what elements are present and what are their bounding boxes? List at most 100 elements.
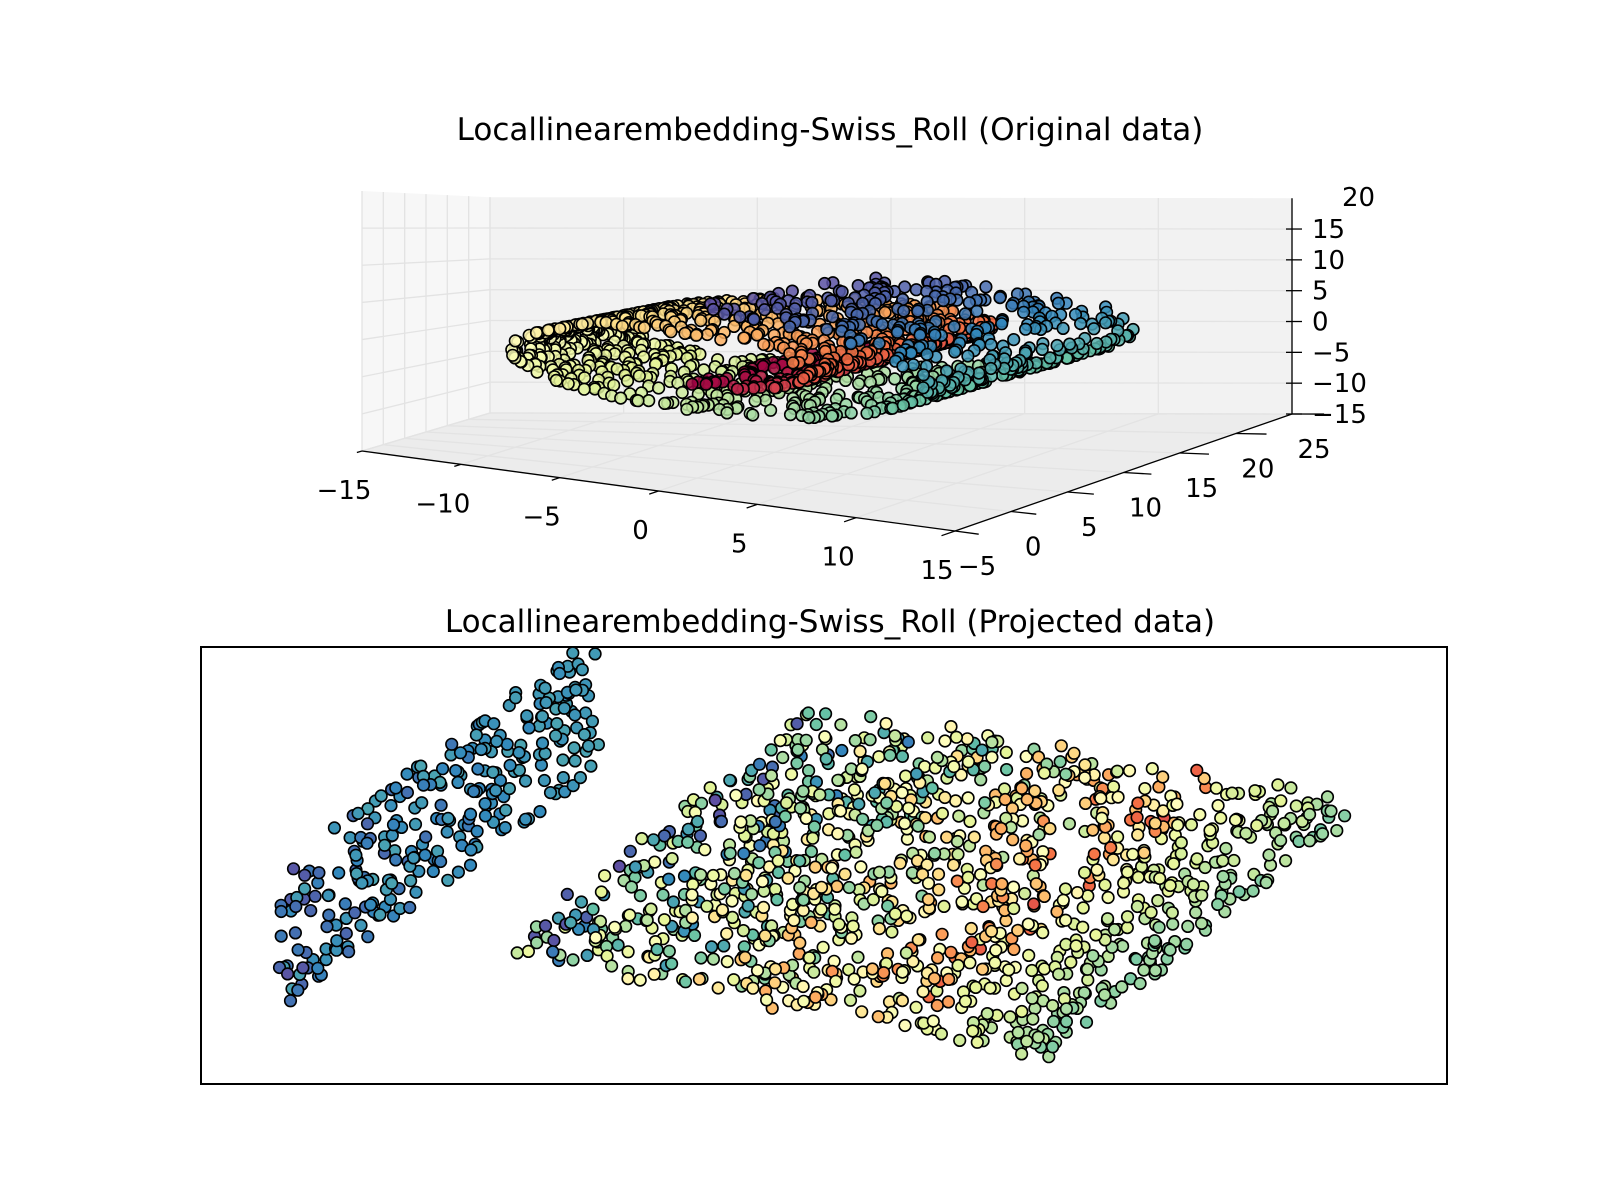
data-point	[508, 691, 523, 705]
data-point	[1104, 840, 1118, 855]
data-point	[464, 843, 478, 857]
data-point	[950, 874, 964, 888]
data-point	[931, 867, 946, 881]
data-point	[539, 695, 553, 710]
data-point	[426, 864, 440, 879]
data-point	[1107, 922, 1122, 937]
data-point	[741, 899, 755, 913]
data-point	[921, 731, 935, 745]
data-point	[960, 732, 974, 746]
data-point	[385, 876, 399, 890]
data-point	[911, 304, 925, 318]
data-point	[1197, 771, 1211, 786]
data-point	[928, 328, 942, 342]
data-point	[1051, 296, 1065, 310]
data-point	[378, 838, 392, 852]
data-point	[1174, 835, 1188, 850]
data-point	[1101, 890, 1115, 905]
data-point	[833, 804, 848, 818]
data-point	[535, 736, 550, 750]
left-grid-z	[361, 258, 491, 266]
data-point	[885, 925, 899, 939]
data-point	[1018, 886, 1032, 901]
data-point	[556, 770, 570, 785]
data-point	[953, 1033, 967, 1047]
data-point	[489, 783, 503, 798]
data-point	[1133, 976, 1147, 991]
data-point	[1163, 943, 1177, 957]
data-point	[471, 762, 485, 776]
data-point	[790, 756, 804, 770]
data-point	[1186, 877, 1200, 892]
data-point	[311, 961, 325, 975]
data-point	[675, 385, 689, 400]
data-point	[1007, 942, 1021, 957]
data-point	[851, 950, 865, 964]
data-point	[1022, 948, 1036, 963]
data-point	[1053, 755, 1067, 769]
data-point	[577, 382, 591, 396]
data-point	[506, 348, 520, 362]
data-point	[274, 904, 288, 919]
data-point	[964, 921, 978, 936]
data-point	[853, 744, 867, 759]
data-point	[1198, 860, 1212, 875]
data-point	[1076, 901, 1090, 915]
data-point	[818, 707, 833, 721]
data-point	[1098, 878, 1112, 892]
data-point	[767, 381, 782, 395]
data-point	[685, 888, 699, 902]
data-point	[637, 321, 651, 335]
data-point	[487, 717, 501, 731]
data-point	[1037, 962, 1051, 976]
data-point	[1087, 847, 1101, 861]
data-point	[1189, 905, 1203, 920]
data-point	[409, 885, 423, 899]
data-point	[855, 812, 870, 826]
data-point	[804, 844, 819, 859]
data-point	[575, 317, 589, 331]
data-point	[1037, 889, 1051, 904]
data-point	[793, 936, 807, 950]
data-point	[860, 406, 874, 420]
data-point	[938, 790, 952, 805]
data-point	[623, 844, 637, 858]
data-point	[1037, 766, 1051, 780]
data-point	[503, 758, 517, 773]
data-point	[689, 328, 703, 342]
data-point	[888, 372, 902, 386]
data-point	[1043, 351, 1057, 365]
original-data-3d-chart: Locallinearembedding-Swiss_Roll (Origina…	[317, 112, 1376, 586]
data-point	[835, 285, 849, 299]
data-point	[550, 716, 564, 731]
data-point	[647, 967, 661, 981]
data-point	[727, 973, 741, 987]
data-point	[597, 869, 612, 883]
data-point	[753, 838, 767, 853]
data-point	[804, 915, 818, 930]
data-point	[1007, 901, 1021, 916]
data-point	[926, 1014, 940, 1028]
data-point	[770, 893, 784, 907]
data-point	[1216, 854, 1230, 868]
data-point	[885, 401, 900, 415]
data-point	[855, 1005, 869, 1019]
data-point	[1020, 1034, 1034, 1048]
data-point	[925, 781, 939, 795]
data-point	[942, 972, 956, 987]
data-point	[283, 994, 298, 1008]
data-point	[1035, 342, 1049, 357]
data-point	[947, 759, 961, 774]
data-point	[1129, 952, 1143, 966]
data-point	[589, 930, 603, 945]
data-point	[875, 317, 889, 332]
data-point	[1115, 980, 1129, 994]
data-point	[1195, 888, 1209, 902]
data-point	[1031, 1030, 1045, 1044]
data-point	[922, 830, 937, 844]
data-point	[1209, 781, 1223, 795]
data-point	[1077, 865, 1092, 880]
data-point	[989, 943, 1003, 957]
data-point	[723, 773, 737, 787]
floor-grid-y	[447, 425, 1180, 454]
